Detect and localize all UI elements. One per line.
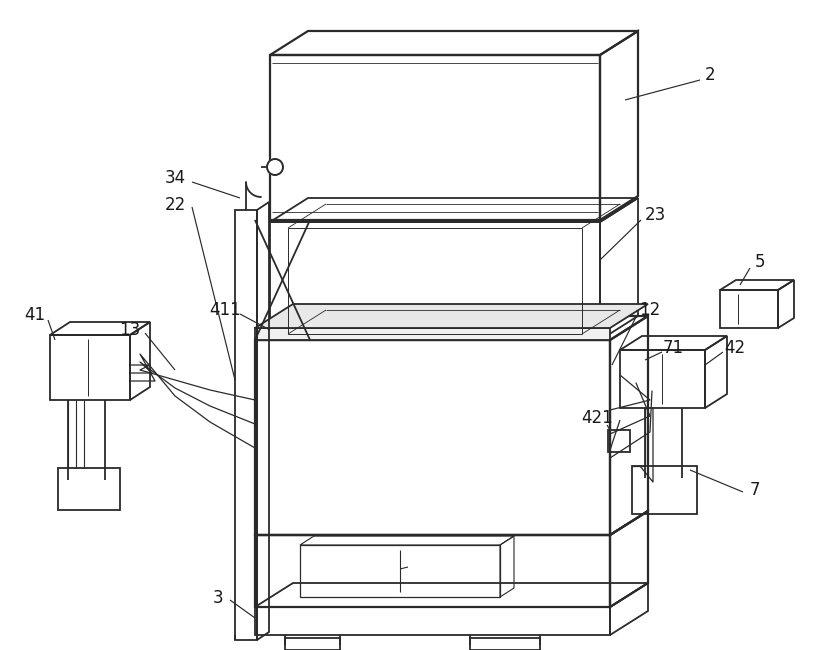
Text: 42: 42 bbox=[724, 339, 746, 357]
Polygon shape bbox=[255, 328, 610, 340]
Text: 23: 23 bbox=[644, 206, 666, 224]
Circle shape bbox=[267, 159, 283, 175]
Text: 34: 34 bbox=[165, 169, 185, 187]
Text: 12: 12 bbox=[639, 301, 661, 319]
Text: 71: 71 bbox=[662, 339, 684, 357]
Text: 411: 411 bbox=[209, 301, 241, 319]
Text: 7: 7 bbox=[750, 481, 761, 499]
Text: 22: 22 bbox=[164, 196, 185, 214]
Text: 13: 13 bbox=[119, 321, 141, 339]
Text: 3: 3 bbox=[213, 589, 223, 607]
Text: 2: 2 bbox=[705, 66, 715, 84]
Text: 5: 5 bbox=[755, 253, 765, 271]
Text: 41: 41 bbox=[25, 306, 45, 324]
Polygon shape bbox=[255, 304, 648, 328]
Text: 421: 421 bbox=[581, 409, 613, 427]
